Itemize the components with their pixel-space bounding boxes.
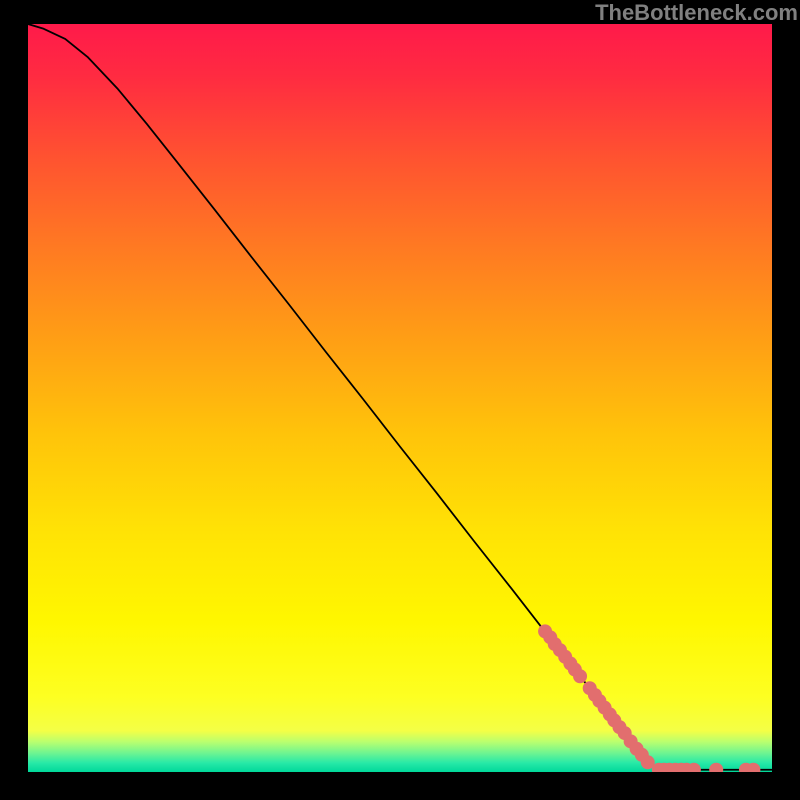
chart-svg (28, 24, 772, 772)
figure-root: TheBottleneck.com (0, 0, 800, 800)
plot-area (28, 24, 772, 772)
data-marker (573, 669, 587, 683)
gradient-background (28, 24, 772, 772)
watermark-label: TheBottleneck.com (595, 0, 798, 26)
